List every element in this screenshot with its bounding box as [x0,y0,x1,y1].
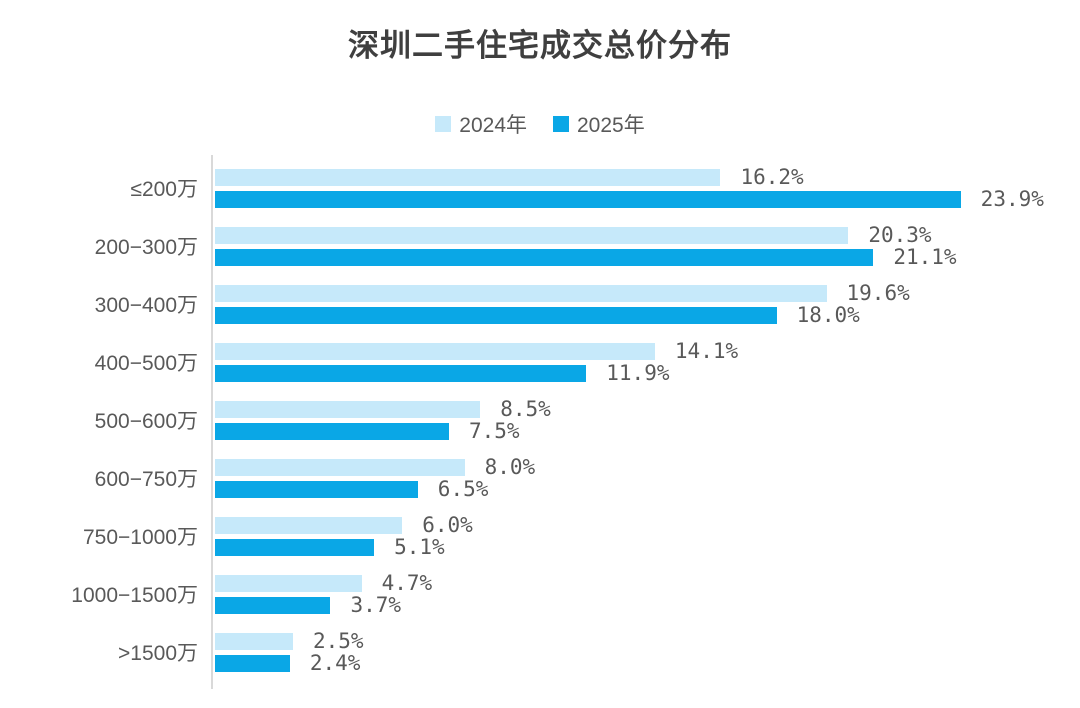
bar-line: 21.1% [215,245,995,269]
bar-line: 19.6% [215,281,995,305]
bar-line: 3.7% [215,593,995,617]
bar-group: 19.6% 18.0% [215,281,995,327]
bar-line: 8.5% [215,397,995,421]
bar-group: 14.1% 11.9% [215,339,995,385]
value-label: 21.1% [893,245,957,269]
value-label: 19.6% [846,281,910,305]
category-row: >1500万 2.5% 2.4% [0,623,1080,681]
bar-line: 6.5% [215,477,995,501]
category-row: ≤200万 16.2% 23.9% [0,159,1080,217]
value-label: 4.7% [381,571,433,595]
category-row: 750−1000万 6.0% 5.1% [0,507,1080,565]
value-label: 7.5% [469,419,520,443]
plot-area: ≤200万 16.2% 23.9% 200−300万 20.3% 21.1% 300−400… [0,155,1080,689]
bar-rows: ≤200万 16.2% 23.9% 200−300万 20.3% 21.1% 300−400… [0,159,1080,681]
value-label: 6.0% [422,513,473,537]
bar-2025年 [215,480,418,498]
bar-line: 6.0% [215,513,995,537]
bar-line: 16.2% [215,165,995,189]
category-label: 400−500万 [94,352,198,375]
legend-item: 2025年 [553,109,645,139]
value-label: 8.5% [500,397,551,421]
legend-label: 2025年 [577,114,645,137]
category-label: 1000−1500万 [71,584,198,607]
bar-2025年 [215,422,449,440]
bar-group: 6.0% 5.1% [215,513,995,559]
bar-line: 18.0% [215,303,995,327]
bar-2024年 [215,284,827,302]
bar-2025年 [215,654,290,672]
bar-line: 11.9% [215,361,995,385]
value-label: 14.1% [674,339,739,363]
value-label: 2.4% [309,651,361,675]
legend: 2024年 2025年 [0,109,1080,139]
bar-2024年 [215,168,721,186]
legend-item: 2024年 [435,109,527,139]
bar-line: 5.1% [215,535,995,559]
bar-line: 4.7% [215,571,995,595]
category-label: 600−750万 [94,468,198,491]
bar-2025年 [215,596,331,614]
value-label: 2.5% [313,629,364,653]
value-label: 18.0% [796,303,860,327]
bar-line: 2.5% [215,629,995,653]
bar-2024年 [215,400,481,418]
value-label: 8.0% [484,455,536,479]
bar-group: 2.5% 2.4% [215,629,995,675]
bar-group: 8.5% 7.5% [215,397,995,443]
value-label: 5.1% [394,535,445,559]
legend-label: 2024年 [459,114,527,137]
category-label: 300−400万 [94,294,198,317]
category-label: >1500万 [118,642,198,665]
bar-2024年 [215,458,465,476]
category-row: 500−600万 8.5% 7.5% [0,391,1080,449]
bar-2025年 [215,248,874,266]
category-row: 300−400万 19.6% 18.0% [0,275,1080,333]
bar-line: 14.1% [215,339,995,363]
value-label: 20.3% [868,223,932,247]
value-label: 16.2% [740,165,804,189]
category-row: 600−750万 8.0% 6.5% [0,449,1080,507]
bar-group: 4.7% 3.7% [215,571,995,617]
category-row: 400−500万 14.1% 11.9% [0,333,1080,391]
bar-group: 20.3% 21.1% [215,223,995,269]
bar-line: 20.3% [215,223,995,247]
bar-line: 7.5% [215,419,995,443]
bar-2024年 [215,632,293,650]
bar-group: 8.0% 6.5% [215,455,995,501]
bar-2025年 [215,538,375,556]
bar-line: 8.0% [215,455,995,479]
category-row: 200−300万 20.3% 21.1% [0,217,1080,275]
chart-title: 深圳二手住宅成交总价分布 [348,28,732,63]
bar-line: 2.4% [215,651,995,675]
value-label: 6.5% [437,477,489,501]
bar-2025年 [215,306,777,324]
bar-2025年 [215,190,961,208]
bar-2025年 [215,364,587,382]
bar-2024年 [215,226,849,244]
legend-swatch-icon [435,116,452,132]
bar-2024年 [215,574,362,592]
category-label: ≤200万 [130,178,198,201]
category-label: 200−300万 [94,236,198,259]
bar-2024年 [215,516,403,534]
category-label: 750−1000万 [82,526,198,549]
category-row: 1000−1500万 4.7% 3.7% [0,565,1080,623]
bar-group: 16.2% 23.9% [215,165,1044,211]
value-label: 23.9% [980,187,1044,211]
category-label: 500−600万 [94,410,198,433]
legend-swatch-icon [553,116,569,132]
bar-2024年 [215,342,655,360]
value-label: 11.9% [606,361,670,385]
y-axis-line [211,155,213,689]
bar-line: 23.9% [215,187,1044,211]
value-label: 3.7% [350,593,402,617]
